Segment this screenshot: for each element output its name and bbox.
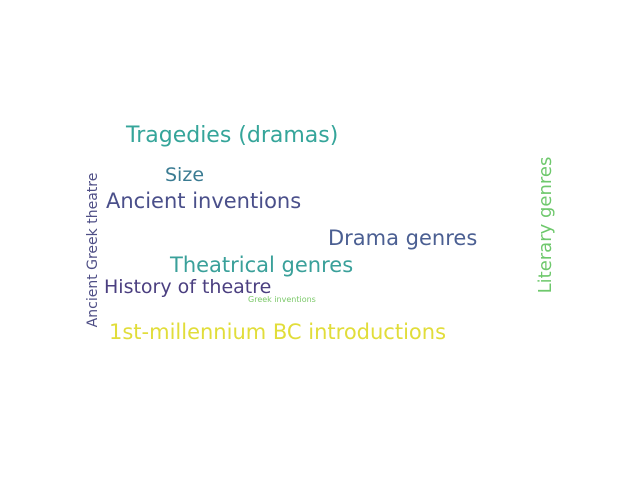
word-size: Size [165,166,204,185]
word-ancient-inventions: Ancient inventions [106,191,301,212]
word-1st-millennium-bc-introductions: 1st-millennium BC introductions [109,322,446,343]
word-tragedies-dramas: Tragedies (dramas) [126,125,338,147]
word-theatrical-genres: Theatrical genres [170,255,353,276]
word-greek-inventions: Greek inventions [248,296,316,304]
word-drama-genres: Drama genres [328,228,477,249]
word-history-of-theatre: History of theatre [104,278,271,297]
word-ancient-greek-theatre: Ancient Greek theatre [86,145,102,355]
word-literary-genres: Literary genres [537,145,557,305]
